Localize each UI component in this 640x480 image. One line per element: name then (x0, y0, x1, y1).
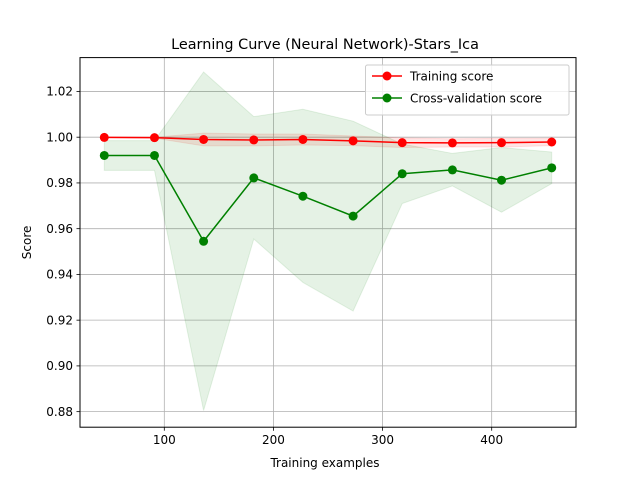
cross-validation-score-point (199, 236, 209, 246)
y-tick-label: 0.90 (46, 359, 73, 373)
legend-label-cv: Cross-validation score (410, 92, 542, 106)
training-score-point (249, 135, 259, 145)
cross-validation-score-point (348, 211, 358, 221)
cross-validation-score-point (497, 175, 507, 185)
training-score-point (199, 134, 209, 144)
legend-marker-training (382, 71, 392, 81)
y-tick-label: 1.00 (46, 130, 73, 144)
training-score-point (397, 138, 407, 148)
cross-validation-score-point (249, 173, 259, 183)
cross-validation-score-point (99, 150, 109, 160)
grid (80, 57, 576, 428)
cross-validation-score-point (149, 150, 159, 160)
x-axis-label: Training examples (269, 456, 379, 470)
legend-frame (365, 64, 570, 116)
y-axis-ticks: 0.88 0.90 0.92 0.94 0.96 0.98 1.00 1.02 (46, 85, 80, 419)
training-score-point (298, 134, 308, 144)
x-tick-label: 100 (153, 433, 176, 447)
plot-frame (79, 57, 577, 428)
y-tick-label: 0.94 (46, 268, 73, 282)
chart-title: Learning Curve (Neural Network)-Stars_Ic… (171, 37, 479, 53)
y-axis-label: Score (20, 226, 34, 260)
cross-validation-score-point (298, 191, 308, 201)
legend-marker-cv (382, 93, 392, 103)
training-score-point (497, 138, 507, 148)
cross-validation-score-point (447, 165, 457, 175)
y-tick-label: 1.02 (46, 85, 73, 99)
cross-validation-score-point (547, 163, 557, 173)
y-tick-label: 0.88 (46, 405, 73, 419)
x-tick-label: 200 (262, 433, 285, 447)
cross-validation-score-point (397, 169, 407, 179)
legend: Training score Cross-validation score (365, 64, 570, 116)
y-tick-label: 0.92 (46, 313, 73, 327)
x-axis-ticks: 100 200 300 400 (153, 427, 503, 447)
series-markers (99, 132, 557, 246)
training-score-point (348, 136, 358, 146)
training-score-point (149, 133, 159, 143)
x-tick-label: 300 (371, 433, 394, 447)
training-score-point (99, 132, 109, 142)
y-tick-label: 0.96 (46, 222, 73, 236)
cross-validation-score-band (103, 71, 553, 411)
cross-validation-score-line (104, 154, 552, 243)
x-tick-label: 400 (480, 433, 503, 447)
training-score-line (104, 136, 552, 144)
y-tick-label: 0.98 (46, 176, 73, 190)
series-lines (104, 136, 552, 243)
confidence-bands (103, 71, 553, 411)
training-score-point (547, 137, 557, 147)
legend-label-training: Training score (409, 70, 493, 84)
training-score-point (447, 138, 457, 148)
